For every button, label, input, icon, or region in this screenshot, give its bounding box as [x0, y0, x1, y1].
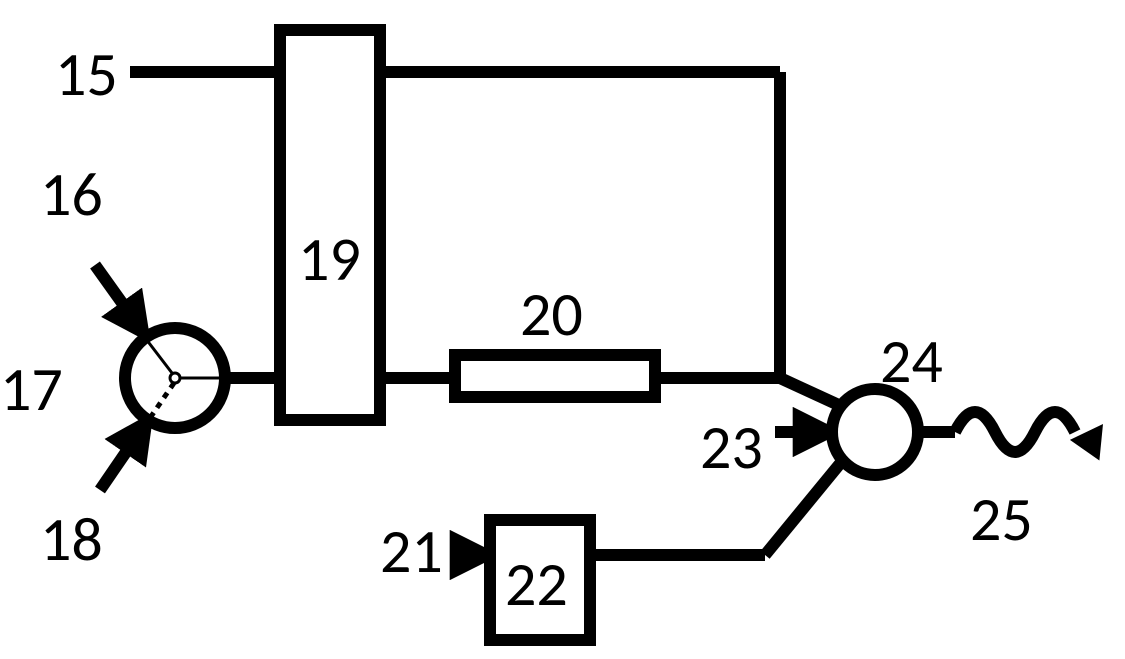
- label-n22: 22: [505, 546, 568, 622]
- label-n16: 16: [40, 156, 103, 232]
- wire-bot_to24: [765, 460, 843, 555]
- output-wave: [955, 412, 1075, 452]
- hub-dot: [170, 373, 180, 383]
- label-n25: 25: [970, 481, 1033, 557]
- output-arrowhead-icon: [1070, 414, 1118, 461]
- block-20: [455, 355, 655, 397]
- arrow16: [95, 265, 145, 335]
- arrow18: [100, 420, 148, 490]
- wire-to24: [780, 378, 843, 407]
- schematic-diagram: 15 16 17 18 19 20 21 22 23 24 25: [0, 0, 1125, 659]
- label-n20: 20: [520, 276, 583, 352]
- node-24-circle: [832, 389, 918, 475]
- label-n21: 21: [380, 513, 443, 589]
- label-n17: 17: [0, 351, 63, 427]
- label-n24: 24: [880, 323, 943, 399]
- label-n18: 18: [40, 501, 103, 577]
- label-n23: 23: [700, 409, 763, 485]
- label-n15: 15: [55, 36, 118, 112]
- output-squiggle: [955, 412, 1118, 461]
- label-n19: 19: [298, 221, 361, 297]
